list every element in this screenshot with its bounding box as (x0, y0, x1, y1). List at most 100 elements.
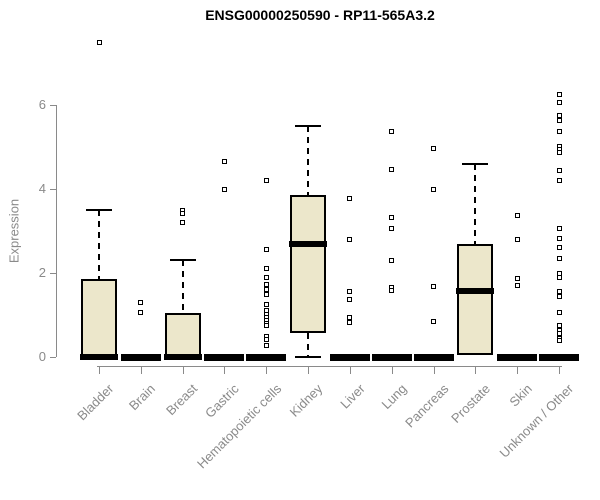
upper-whisker-cap-bladder (86, 209, 112, 211)
outlier-point-liver (347, 196, 353, 202)
x-axis-tick (559, 366, 561, 374)
outlier-point-skin (514, 275, 520, 281)
outlier-point-skin (514, 283, 520, 289)
outlier-point-pancreas (431, 186, 437, 192)
outlier-point-unknown-other (556, 294, 562, 300)
outlier-point-unknown-other (556, 150, 562, 156)
outlier-point-unknown-other (556, 226, 562, 232)
x-axis-tick (266, 366, 268, 374)
collapsed-box-liver (329, 353, 370, 361)
lower-whisker-cap-kidney (295, 356, 322, 358)
x-axis-tick (349, 366, 351, 374)
collapsed-box-unknown-other (539, 353, 580, 361)
upper-whisker-kidney (307, 126, 310, 196)
outlier-point-breast (180, 210, 186, 216)
outlier-point-lung (389, 128, 395, 134)
outlier-point-skin (514, 236, 520, 242)
outlier-point-gastric (221, 186, 227, 192)
x-axis-category-label-unknown-other: Unknown / Other (497, 381, 577, 461)
outlier-point-unknown-other (556, 177, 562, 183)
x-axis-category-label-liver: Liver (336, 381, 368, 412)
outlier-point-lung (389, 225, 395, 231)
collapsed-box-skin (497, 353, 538, 361)
outlier-point-liver (347, 314, 353, 320)
outlier-point-pancreas (431, 318, 437, 324)
x-axis-category-label-prostate: Prostate (448, 381, 493, 426)
y-axis-line (56, 105, 57, 357)
outlier-point-gastric (221, 159, 227, 165)
outlier-point-hematopoietic-cells (263, 247, 269, 253)
outlier-point-breast (180, 220, 186, 226)
outlier-point-lung (389, 214, 395, 220)
x-axis-tick (517, 366, 519, 374)
outlier-point-hematopoietic-cells (263, 302, 269, 307)
outlier-point-hematopoietic-cells (263, 323, 269, 328)
box-prostate (457, 243, 494, 355)
outlier-point-unknown-other (556, 235, 562, 241)
lower-whisker-kidney (307, 333, 310, 357)
outlier-point-unknown-other (556, 322, 562, 328)
outlier-point-unknown-other (556, 309, 562, 315)
y-axis-label: Expression (6, 198, 22, 264)
median-line-breast (163, 354, 202, 360)
y-axis-tick (50, 273, 56, 274)
x-axis-line (97, 366, 562, 367)
x-axis-category-label-breast: Breast (163, 381, 201, 419)
outlier-point-unknown-other (556, 100, 562, 106)
median-line-kidney (289, 240, 328, 247)
outlier-point-lung (389, 166, 395, 172)
collapsed-box-hematopoietic-cells (246, 353, 287, 361)
outlier-point-unknown-other (556, 113, 562, 119)
outlier-point-hematopoietic-cells (263, 274, 269, 280)
x-axis-tick (433, 366, 435, 374)
outlier-point-skin (514, 212, 520, 218)
outlier-point-brain (138, 309, 144, 315)
x-axis-tick (182, 366, 184, 374)
outlier-point-liver (347, 289, 353, 295)
x-axis-category-label-brain: Brain (126, 381, 159, 414)
outlier-point-hematopoietic-cells (263, 266, 269, 272)
collapsed-box-brain (120, 353, 161, 361)
y-axis-tick-label: 0 (38, 349, 46, 364)
x-axis-tick (99, 366, 100, 374)
x-axis-tick (308, 366, 310, 374)
outlier-point-unknown-other (556, 337, 562, 343)
outlier-point-lung (389, 257, 395, 263)
outlier-point-hematopoietic-cells (263, 178, 269, 184)
upper-whisker-bladder (98, 210, 100, 280)
outlier-point-hematopoietic-cells (263, 342, 269, 348)
y-axis-tick-label: 4 (38, 181, 46, 196)
y-axis-tick (50, 189, 56, 190)
outlier-point-pancreas (431, 284, 437, 290)
outlier-point-liver (347, 236, 353, 242)
x-axis-category-label-pancreas: Pancreas (401, 381, 452, 431)
outlier-point-hematopoietic-cells (263, 291, 269, 297)
x-axis-tick (475, 366, 477, 374)
collapsed-box-lung (371, 353, 412, 361)
outlier-point-liver (347, 320, 353, 326)
box-bladder (81, 279, 117, 357)
outlier-point-unknown-other (556, 118, 562, 124)
outlier-point-brain (138, 299, 144, 305)
upper-whisker-breast (181, 260, 184, 313)
box-breast (164, 312, 201, 357)
x-axis-tick (140, 366, 142, 374)
x-axis-category-label-lung: Lung (378, 381, 410, 413)
chart-title: ENSG00000250590 - RP11-565A3.2 (205, 7, 435, 23)
median-line-bladder (80, 354, 118, 360)
upper-whisker-prostate (474, 163, 477, 244)
outlier-point-unknown-other (556, 92, 562, 98)
outlier-point-bladder (96, 39, 102, 45)
outlier-point-unknown-other (556, 168, 562, 174)
y-axis-tick (50, 105, 56, 106)
outlier-point-lung (389, 288, 395, 294)
outlier-point-unknown-other (556, 255, 562, 261)
y-axis-tick-label: 6 (38, 97, 46, 112)
outlier-point-unknown-other (556, 245, 562, 251)
x-axis-category-label-gastric: Gastric (202, 381, 243, 421)
upper-whisker-cap-prostate (462, 162, 489, 165)
outlier-point-hematopoietic-cells (263, 282, 269, 288)
x-axis-category-label-kidney: Kidney (287, 381, 326, 420)
median-line-prostate (456, 288, 495, 295)
